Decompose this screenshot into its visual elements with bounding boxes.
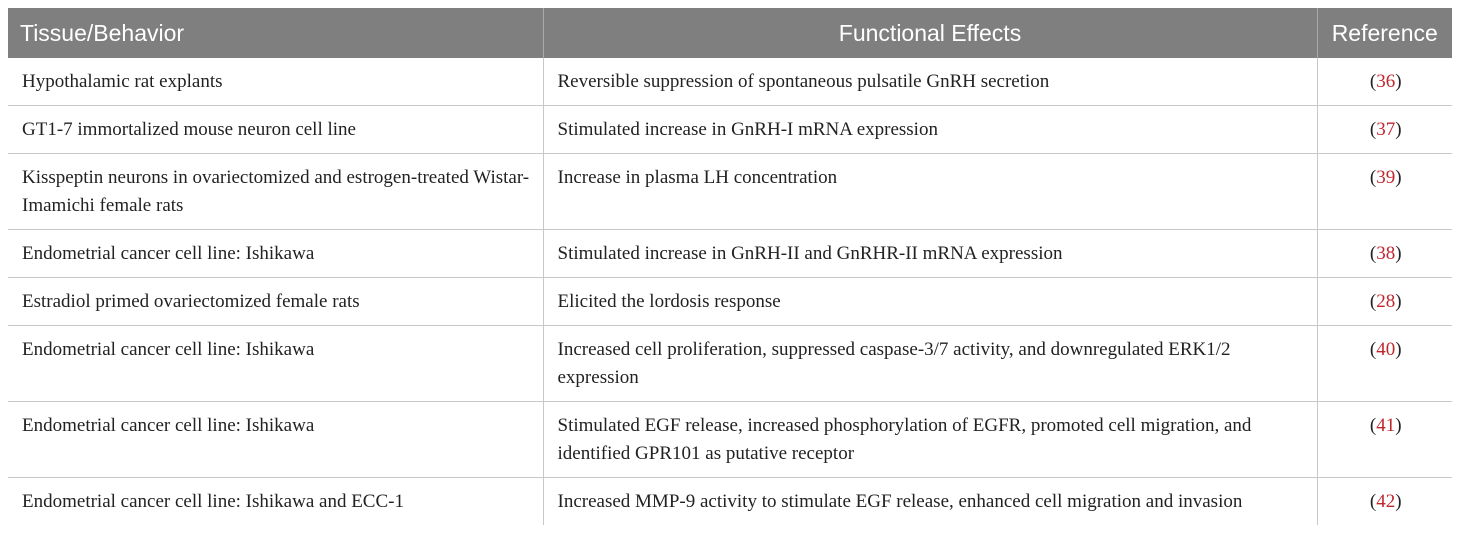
reference-cell: (37): [1317, 105, 1452, 154]
tissue-cell: Estradiol primed ovariectomized female r…: [8, 277, 544, 326]
effect-cell: Stimulated EGF release, increased phosph…: [543, 401, 1318, 478]
reference-cell: (28): [1317, 277, 1452, 326]
table-row: GT1-7 immortalized mouse neuron cell lin…: [8, 105, 1452, 154]
reference-link[interactable]: 36: [1376, 71, 1396, 92]
effect-cell: Increased MMP-9 activity to stimulate EG…: [543, 477, 1318, 525]
reference-cell: (41): [1317, 401, 1452, 478]
tissue-cell: Endometrial cancer cell line: Ishikawa: [8, 401, 544, 478]
tissue-cell: GT1-7 immortalized mouse neuron cell lin…: [8, 105, 544, 154]
header-row: Tissue/Behavior Functional Effects Refer…: [8, 8, 1452, 58]
effect-cell: Stimulated increase in GnRH-I mRNA expre…: [543, 105, 1318, 154]
tissue-cell: Endometrial cancer cell line: Ishikawa a…: [8, 477, 544, 525]
reference-cell: (39): [1317, 153, 1452, 230]
table-row: Kisspeptin neurons in ovariectomized and…: [8, 153, 1452, 230]
table-row: Hypothalamic rat explants Reversible sup…: [8, 58, 1452, 106]
reference-link[interactable]: 38: [1376, 243, 1396, 264]
reference-link[interactable]: 42: [1376, 491, 1396, 512]
data-table: Tissue/Behavior Functional Effects Refer…: [8, 8, 1452, 525]
tissue-cell: Hypothalamic rat explants: [8, 58, 544, 106]
table-header: Tissue/Behavior Functional Effects Refer…: [8, 8, 1452, 58]
header-reference: Reference: [1317, 8, 1452, 58]
effect-cell: Reversible suppression of spontaneous pu…: [543, 58, 1318, 106]
table-body: Hypothalamic rat explants Reversible sup…: [8, 58, 1452, 525]
data-table-container: Tissue/Behavior Functional Effects Refer…: [8, 8, 1452, 525]
table-row: Endometrial cancer cell line: Ishikawa S…: [8, 401, 1452, 478]
tissue-cell: Endometrial cancer cell line: Ishikawa: [8, 325, 544, 402]
reference-cell: (42): [1369, 491, 1402, 512]
header-tissue-behavior: Tissue/Behavior: [8, 8, 544, 58]
tissue-cell: Endometrial cancer cell line: Ishikawa: [8, 229, 544, 278]
table-row: Endometrial cancer cell line: Ishikawa I…: [8, 325, 1452, 402]
reference-cell: (38): [1317, 229, 1452, 278]
tissue-cell: Kisspeptin neurons in ovariectomized and…: [8, 153, 544, 230]
table-row: Endometrial cancer cell line: Ishikawa a…: [8, 477, 1452, 525]
table-row: Estradiol primed ovariectomized female r…: [8, 277, 1452, 326]
reference-cell: (36): [1317, 58, 1452, 106]
effect-cell: Elicited the lordosis response: [543, 277, 1318, 326]
effect-cell: Increase in plasma LH concentration: [543, 153, 1318, 230]
header-functional-effects: Functional Effects: [543, 8, 1318, 58]
reference-link[interactable]: 28: [1376, 291, 1396, 312]
reference-cell: (40): [1317, 325, 1452, 402]
reference-link[interactable]: 37: [1376, 119, 1396, 140]
effect-cell: Increased cell proliferation, suppressed…: [543, 325, 1318, 402]
table-row: Endometrial cancer cell line: Ishikawa S…: [8, 229, 1452, 278]
effect-cell: Stimulated increase in GnRH-II and GnRHR…: [543, 229, 1318, 278]
reference-link[interactable]: 39: [1376, 167, 1396, 188]
reference-link[interactable]: 40: [1376, 339, 1396, 360]
reference-link[interactable]: 41: [1376, 415, 1396, 436]
